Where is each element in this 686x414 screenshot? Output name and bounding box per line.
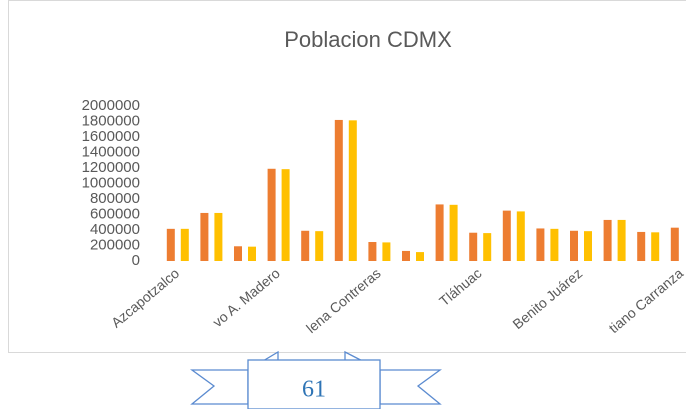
bar [402,251,410,261]
bar [301,231,309,261]
bar [550,229,558,261]
y-tick-label: 1200000 [82,159,140,176]
banner-right-wing [380,370,440,404]
bar [234,246,242,261]
bar [536,228,544,261]
bar [483,233,491,261]
bar [335,120,343,261]
bar [349,120,357,261]
y-tick-label: 0 [132,252,140,269]
bar [315,231,323,261]
bar [570,231,578,261]
bar [282,169,290,261]
bar [671,228,679,261]
bar [450,205,458,261]
bar [200,213,208,261]
y-tick-label: 600000 [90,205,140,222]
bar [584,231,592,261]
bar [382,242,390,261]
bar [618,220,626,261]
y-tick-label: 2000000 [82,97,140,114]
bar [637,232,645,261]
bar [517,211,525,261]
bar [436,204,444,261]
y-tick-label: 800000 [90,190,140,207]
bar [368,242,376,261]
bar [604,220,612,261]
y-tick-label: 1000000 [82,174,140,191]
y-tick-label: 1800000 [82,112,140,129]
bar [167,229,175,261]
y-tick-label: 400000 [90,221,140,238]
y-tick-label: 1400000 [82,143,140,160]
y-tick-label: 1600000 [82,128,140,145]
bar [248,247,256,261]
chart-title: Poblacion CDMX [284,27,452,52]
bar [214,213,222,261]
bar [651,232,659,261]
bar [469,233,477,261]
bar [503,211,511,261]
bar [268,169,276,261]
banner-left-wing [192,370,248,404]
bar [181,229,189,261]
page-number: 61 [302,377,326,403]
y-tick-label: 200000 [90,236,140,253]
bar [416,252,424,261]
